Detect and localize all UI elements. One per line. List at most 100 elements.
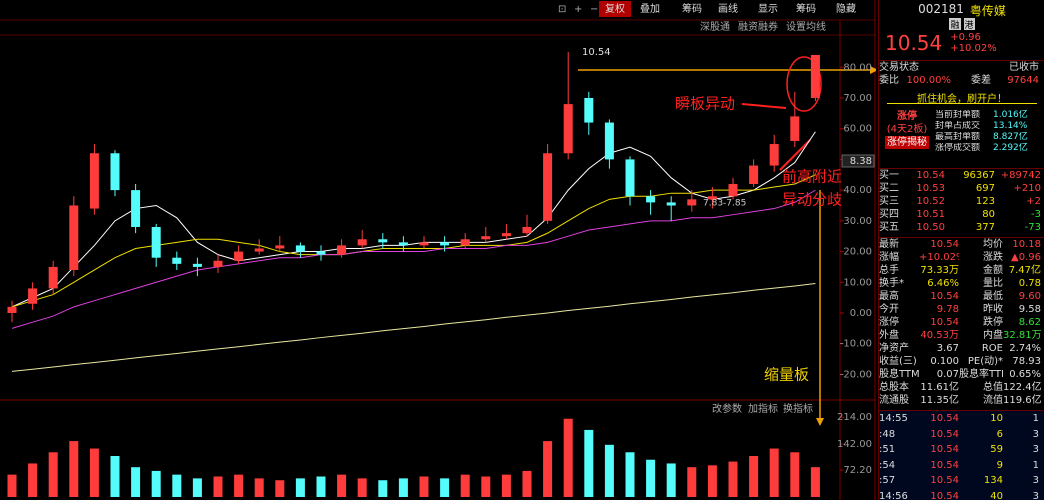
label: 最高 <box>879 291 899 302</box>
icon[interactable]: + <box>574 4 582 15</box>
volume-bar <box>666 463 676 497</box>
candle <box>337 239 347 258</box>
limit-link: 涨停揭秘 <box>885 136 929 149</box>
count: 3 <box>1032 490 1039 500</box>
toolbar-button[interactable]: 深股通 <box>700 21 730 33</box>
change: +0.96 +10.02% <box>950 32 997 54</box>
volume-bar <box>7 474 17 497</box>
candle <box>790 91 800 148</box>
label: 买四 <box>879 209 899 220</box>
volume: 40 <box>990 490 1003 500</box>
stat-row: 涨幅 +10.02% 涨跌 ▲0.96 <box>879 251 1044 264</box>
price: 10.54 <box>930 413 959 424</box>
candle <box>440 236 450 252</box>
toolbar-button[interactable]: 换指标 <box>783 402 813 415</box>
value: +10.02% <box>919 252 959 263</box>
order-row: 买三 10.52 123 +2 <box>879 195 1044 208</box>
candle-body <box>584 97 594 123</box>
volume-bar <box>481 476 491 497</box>
price: 10.54 <box>930 428 959 440</box>
price: 10.54 <box>916 170 945 181</box>
arrow <box>816 418 824 426</box>
y-tick-label: -20.00 <box>840 369 872 380</box>
icon[interactable]: − <box>590 4 598 15</box>
limit-days: (4天2板) <box>886 124 928 135</box>
value: 122.4亿 <box>1003 382 1041 393</box>
value: 1.016亿 <box>993 110 1028 120</box>
trade-row: :48 10.54 6 3 <box>879 427 1044 443</box>
change-pct: +10.02% <box>950 43 997 54</box>
highlight <box>786 56 822 112</box>
change-abs: +0.96 <box>950 32 981 43</box>
label: 最高封单额 <box>935 132 981 142</box>
toolbar-button[interactable]: 筹码 <box>796 2 816 15</box>
volume: 59 <box>990 444 1003 455</box>
toolbar-button[interactable]: 叠加 <box>640 3 660 15</box>
order-row: 买二 10.53 697 +210 <box>879 182 1044 195</box>
value: 13.14% <box>993 121 1028 131</box>
volume-bar <box>728 461 738 497</box>
arrow <box>870 66 876 74</box>
annotation-arrow <box>741 103 787 109</box>
candle-body <box>810 54 820 98</box>
toolbar-button[interactable]: 设置均线 <box>786 20 826 33</box>
toolbar-button[interactable]: 显示 <box>758 3 778 15</box>
volume-bar <box>357 478 367 497</box>
toolbar-button[interactable]: 加指标 <box>748 402 778 415</box>
toolbar-button[interactable]: 画线 <box>718 2 738 15</box>
volume-bar <box>337 474 347 497</box>
label: 金额 <box>983 265 1003 276</box>
label: 均价 <box>983 239 1003 250</box>
limit-label: 涨停 <box>897 111 917 122</box>
toolbar-button[interactable]: 融资融券 <box>738 20 778 33</box>
icon[interactable]: ⊡ <box>558 4 566 15</box>
value: 2.74% <box>1009 343 1041 354</box>
label: 委比 <box>879 75 899 86</box>
candle <box>295 242 305 258</box>
candle-body <box>275 245 285 249</box>
label: 涨跌 <box>983 252 1003 263</box>
candle-body <box>687 199 697 206</box>
candle-body <box>625 159 635 197</box>
volume: 10 <box>990 413 1003 424</box>
toolbar-button[interactable]: 隐藏 <box>836 3 856 15</box>
candle-body <box>295 245 305 252</box>
candle-body <box>254 248 264 252</box>
y-tick-label: 214.00 <box>837 412 872 423</box>
candle <box>625 156 635 206</box>
y-tick-label: 10.00 <box>843 277 872 288</box>
value: 8.62 <box>1018 317 1041 328</box>
volume-bar <box>810 467 820 497</box>
candle <box>275 236 285 252</box>
limit-row: 当前封单额 1.016亿 <box>935 110 1044 121</box>
value: 78.93 <box>1012 356 1041 367</box>
candle-body <box>563 104 573 154</box>
candle-body <box>28 288 38 304</box>
toolbar-button[interactable]: 复权 <box>605 2 625 15</box>
divider <box>879 410 1044 411</box>
moving-average <box>11 189 816 329</box>
volume-bar <box>563 418 573 497</box>
price: 10.54 <box>885 31 943 55</box>
y-tick-label: 80.00 <box>843 62 872 73</box>
candle-body <box>543 153 553 221</box>
candle-body <box>646 196 656 203</box>
stat-row: 股息TTM 0.07股息率TTM 0.65% <box>879 368 1044 381</box>
candle <box>69 196 79 277</box>
label: 最新 <box>879 239 899 250</box>
volume-bar <box>316 476 326 497</box>
stat-row: 最新 10.54 均价 10.18 <box>879 238 1044 251</box>
label: 委差 <box>971 75 991 86</box>
y-tick-label: 142.00 <box>837 439 872 450</box>
banner: 抓住机会，刷开户！ <box>887 90 1037 105</box>
candle <box>192 257 202 277</box>
volume-bar <box>440 478 450 497</box>
candle <box>522 214 532 237</box>
limit-row: 涨停成交额 2.292亿 <box>935 143 1044 154</box>
badges: 融港 <box>879 18 1044 31</box>
toolbar-button[interactable]: 筹码 <box>682 2 702 15</box>
toolbar-button[interactable]: 改参数 <box>712 402 742 415</box>
volume: 697 <box>975 183 995 194</box>
volume-bar <box>790 452 800 497</box>
label: PE(动)* <box>967 356 1003 367</box>
